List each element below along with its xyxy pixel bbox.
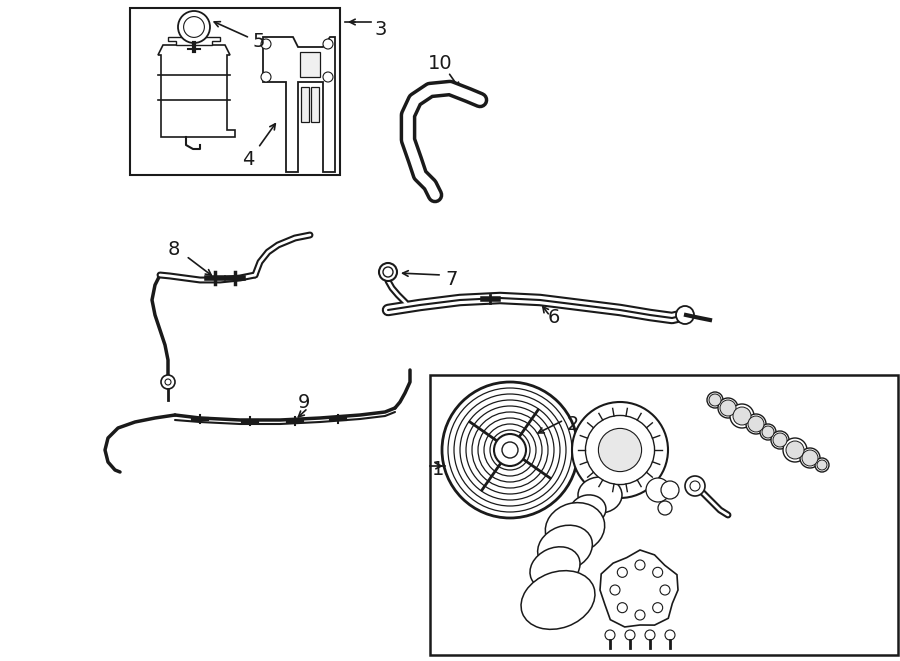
Ellipse shape [521, 570, 595, 629]
Ellipse shape [578, 477, 622, 513]
Circle shape [502, 442, 518, 458]
Circle shape [802, 450, 818, 466]
Circle shape [658, 501, 672, 515]
Circle shape [718, 398, 738, 418]
Circle shape [494, 434, 526, 466]
Circle shape [676, 306, 694, 324]
Bar [430, 375, 898, 655]
Circle shape [442, 382, 578, 518]
Circle shape [720, 400, 736, 416]
Circle shape [660, 585, 670, 595]
Circle shape [771, 431, 789, 449]
Bar [311, 87, 319, 122]
Circle shape [748, 416, 764, 432]
Polygon shape [158, 45, 235, 137]
Circle shape [685, 476, 705, 496]
Circle shape [800, 448, 820, 468]
Circle shape [635, 610, 645, 620]
Circle shape [815, 458, 829, 472]
Circle shape [709, 394, 721, 406]
Circle shape [178, 11, 210, 43]
Polygon shape [263, 37, 335, 172]
Text: 8: 8 [168, 240, 180, 259]
Circle shape [625, 630, 635, 640]
Circle shape [783, 438, 807, 462]
Text: 7: 7 [445, 270, 457, 289]
Ellipse shape [570, 495, 606, 525]
Circle shape [762, 426, 774, 438]
Bar [130, 8, 340, 175]
Circle shape [161, 375, 175, 389]
Circle shape [165, 379, 171, 385]
Bar [301, 87, 309, 122]
Text: 10: 10 [428, 54, 453, 73]
Circle shape [585, 416, 654, 485]
Bar [300, 52, 320, 77]
Text: 1: 1 [432, 460, 445, 479]
Circle shape [646, 478, 670, 502]
Circle shape [690, 481, 700, 491]
Circle shape [261, 72, 271, 82]
Circle shape [323, 72, 333, 82]
Text: 4: 4 [242, 150, 255, 169]
Circle shape [665, 630, 675, 640]
Text: 9: 9 [298, 393, 310, 412]
Circle shape [635, 560, 645, 570]
Polygon shape [600, 550, 678, 627]
Circle shape [261, 39, 271, 49]
Ellipse shape [530, 547, 580, 589]
Circle shape [733, 407, 751, 425]
Circle shape [707, 392, 723, 408]
Circle shape [661, 481, 679, 499]
Polygon shape [168, 37, 220, 45]
Circle shape [773, 433, 787, 447]
Circle shape [605, 630, 615, 640]
Circle shape [730, 404, 754, 428]
Circle shape [617, 567, 627, 577]
Circle shape [786, 441, 804, 459]
Circle shape [379, 263, 397, 281]
Circle shape [383, 267, 393, 277]
Circle shape [610, 585, 620, 595]
Text: 2: 2 [567, 415, 580, 434]
Text: 5: 5 [252, 32, 265, 51]
Text: 6: 6 [548, 308, 561, 327]
Circle shape [184, 17, 204, 38]
Circle shape [617, 603, 627, 613]
Circle shape [652, 603, 662, 613]
Circle shape [598, 428, 642, 471]
Ellipse shape [537, 525, 592, 571]
Circle shape [645, 630, 655, 640]
Circle shape [652, 567, 662, 577]
Circle shape [760, 424, 776, 440]
Circle shape [746, 414, 766, 434]
Ellipse shape [545, 502, 605, 553]
Circle shape [323, 39, 333, 49]
Circle shape [572, 402, 668, 498]
Ellipse shape [535, 577, 555, 593]
Circle shape [817, 460, 827, 470]
Text: 3: 3 [375, 20, 387, 39]
